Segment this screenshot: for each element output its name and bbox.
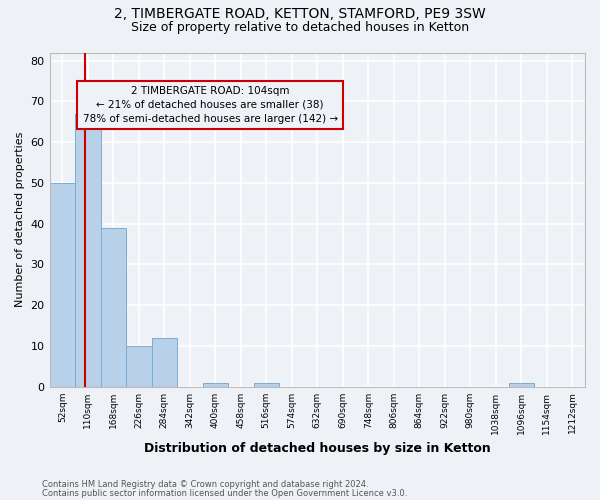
Bar — [126, 346, 152, 387]
Bar — [254, 382, 279, 386]
Text: Contains HM Land Registry data © Crown copyright and database right 2024.: Contains HM Land Registry data © Crown c… — [42, 480, 368, 489]
Text: 2, TIMBERGATE ROAD, KETTON, STAMFORD, PE9 3SW: 2, TIMBERGATE ROAD, KETTON, STAMFORD, PE… — [114, 8, 486, 22]
Bar — [509, 382, 534, 386]
Bar — [101, 228, 126, 386]
Text: Contains public sector information licensed under the Open Government Licence v3: Contains public sector information licen… — [42, 489, 407, 498]
Bar — [75, 114, 101, 386]
Text: Size of property relative to detached houses in Ketton: Size of property relative to detached ho… — [131, 21, 469, 34]
Bar — [50, 183, 75, 386]
Y-axis label: Number of detached properties: Number of detached properties — [15, 132, 25, 308]
Bar — [152, 338, 177, 386]
X-axis label: Distribution of detached houses by size in Ketton: Distribution of detached houses by size … — [144, 442, 491, 455]
Text: 2 TIMBERGATE ROAD: 104sqm
← 21% of detached houses are smaller (38)
78% of semi-: 2 TIMBERGATE ROAD: 104sqm ← 21% of detac… — [83, 86, 338, 124]
Bar — [203, 382, 228, 386]
